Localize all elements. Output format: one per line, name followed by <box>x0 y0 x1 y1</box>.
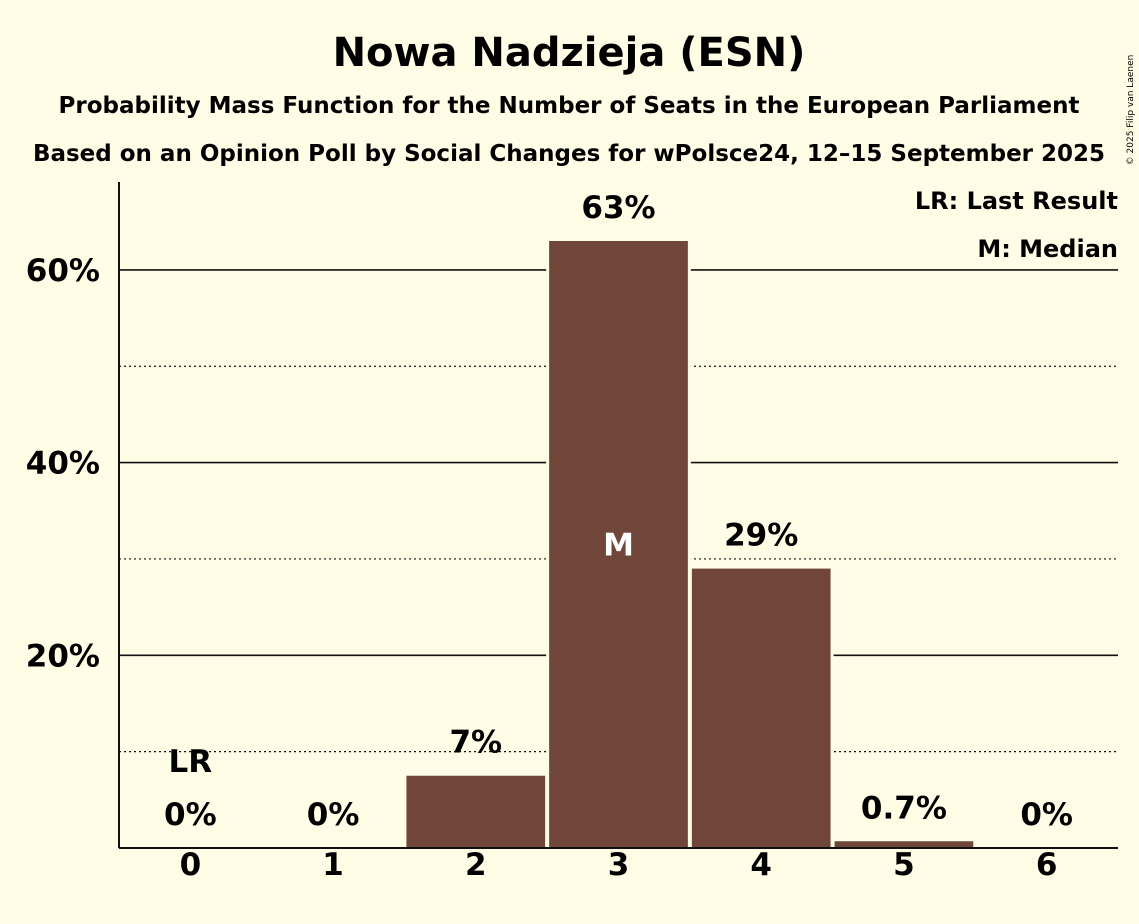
value-label-1: 0% <box>307 797 360 833</box>
x-tick-labels: 0 1 2 3 4 5 6 <box>180 847 1058 883</box>
legend-median: M: Median <box>977 235 1118 263</box>
chart-subtitle: Probability Mass Function for the Number… <box>59 93 1080 119</box>
legend-last-result: LR: Last Result <box>915 187 1118 215</box>
value-label-2: 7% <box>449 725 502 761</box>
bar-5 <box>834 841 974 848</box>
chart-subtitle-2: Based on an Opinion Poll by Social Chang… <box>33 141 1105 167</box>
last-result-marker: LR <box>169 744 213 780</box>
value-label-4: 29% <box>724 518 798 554</box>
median-marker: M <box>603 527 634 563</box>
x-tick-label: 3 <box>608 847 630 883</box>
x-tick-label: 0 <box>180 847 202 883</box>
x-tick-label: 6 <box>1036 847 1058 883</box>
y-tick-label: 60% <box>26 253 100 289</box>
value-label-5: 0.7% <box>861 790 947 826</box>
x-tick-label: 5 <box>893 847 915 883</box>
x-tick-label: 2 <box>465 847 487 883</box>
bar-3 <box>549 240 688 849</box>
y-tick-label: 40% <box>26 446 100 482</box>
value-label-3: 63% <box>581 190 655 226</box>
copyright: © 2025 Filip van Laenen <box>1126 55 1136 166</box>
x-tick-label: 1 <box>322 847 344 883</box>
bar-2 <box>406 775 546 848</box>
y-tick-label: 20% <box>26 638 100 674</box>
chart-title: Nowa Nadzieja (ESN) <box>333 30 806 76</box>
value-label-6: 0% <box>1020 797 1073 833</box>
bars <box>403 237 977 849</box>
y-tick-labels: 20% 40% 60% <box>26 253 100 674</box>
x-tick-label: 4 <box>750 847 772 883</box>
bar-4 <box>691 568 831 848</box>
value-label-0: 0% <box>164 797 217 833</box>
value-labels: 0% LR 0% 7% 63% M 29% 0.7% 0% <box>164 190 1073 833</box>
